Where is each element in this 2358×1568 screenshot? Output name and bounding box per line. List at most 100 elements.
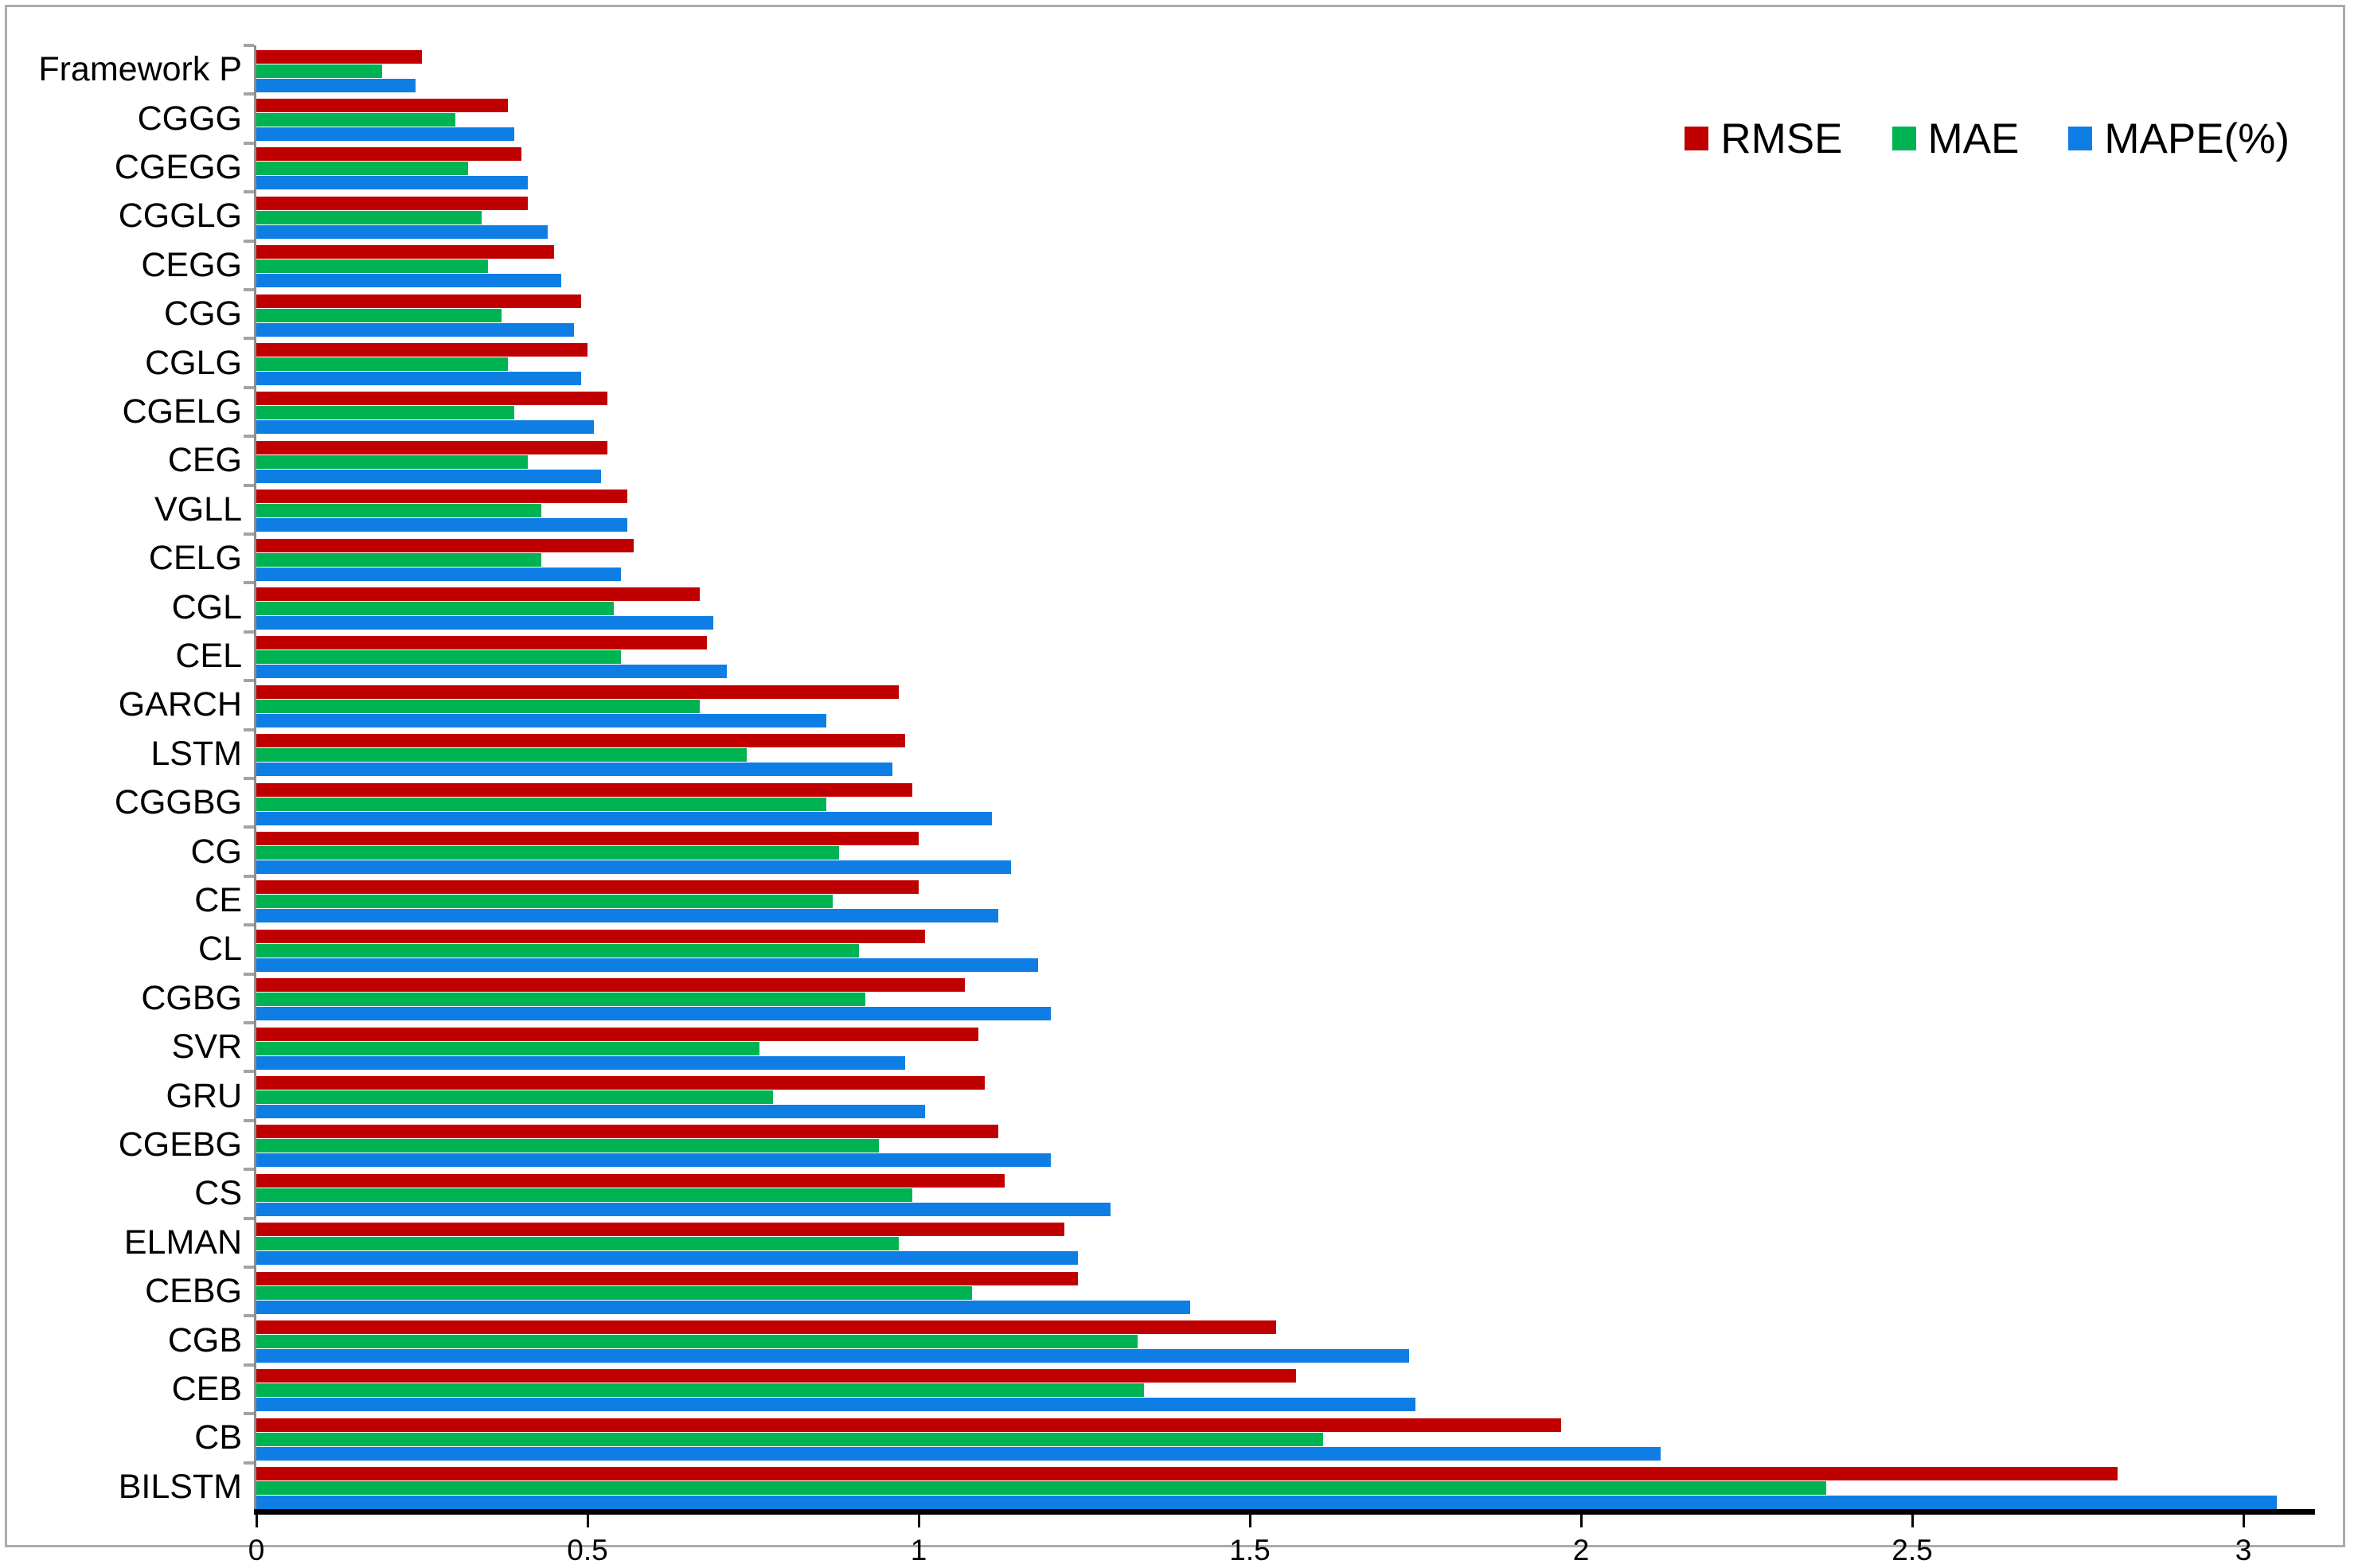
bar-mape-%-svr [256,1055,906,1070]
bar-mae-cgg [256,308,502,322]
bar-rmse-garch [256,685,900,699]
category-boundary-tick [244,1461,254,1465]
bar-rmse-vgll [256,490,627,504]
bar-mae-cggbg [256,797,826,811]
bar-rmse-ce [256,880,919,895]
bar-rmse-cgelg [256,392,607,406]
category-boundary-tick [244,1412,254,1416]
category-boundary-tick [244,435,254,439]
category-boundary-tick [244,1216,254,1220]
bar-mae-ce [256,895,833,909]
bar-mape-%-cggg [256,127,515,141]
category-boundary-tick [244,141,254,145]
y-axis-line [254,45,256,1511]
category-label-cglg: CGLG [145,343,242,382]
category-label-cl: CL [198,930,242,969]
category-boundary-tick [244,581,254,585]
bar-mape-%-cebg [256,1300,1191,1314]
category-label-cebg: CEBG [145,1272,242,1311]
category-boundary-tick [244,1070,254,1074]
category-label-cegg: CEGG [141,245,242,284]
bar-mape-%-cgl [256,615,714,630]
bar-mae-cgebg [256,1139,880,1153]
category-label-cggg: CGGG [137,99,242,138]
x-axis-tick [1911,1515,1914,1527]
category-boundary-tick [244,337,254,341]
x-axis-tick [255,1515,258,1527]
bar-rmse-ceb [256,1369,1297,1383]
x-tick-label-0: 0 [248,1534,265,1566]
bar-rmse-cgbg [256,978,966,993]
category-label-cgglg: CGGLG [118,197,242,236]
bar-mae-gru [256,1090,773,1104]
category-label-cgb: CGB [167,1320,242,1359]
bar-rmse-cg [256,831,919,845]
category-boundary-tick [244,1168,254,1172]
bar-rmse-cggg [256,98,509,112]
category-boundary-tick [244,727,254,731]
bar-mape-%-cgglg [256,224,549,239]
bar-mae-cgglg [256,210,482,224]
category-label-cgbg: CGBG [141,978,242,1017]
bar-rmse-cgebg [256,1125,998,1139]
bar-rmse-cebg [256,1271,1078,1285]
category-boundary-tick [244,630,254,634]
category-boundary-tick [244,44,254,47]
category-label-bilstm: BILSTM [118,1467,242,1506]
bar-mae-cgbg [256,993,866,1007]
bar-rmse-elman [256,1223,1065,1237]
bar-mape-%-framework-p [256,78,416,92]
bar-rmse-cggbg [256,782,912,797]
bar-mae-cel [256,650,621,665]
category-label-framework-p: Framework P [38,50,242,89]
mae-swatch-icon [1891,127,1916,150]
x-tick-label-2-5: 2.5 [1891,1534,1933,1566]
bar-mape-%-cgegg [256,176,529,190]
category-boundary-tick [244,679,254,683]
x-tick-label-3: 3 [2235,1534,2252,1566]
bar-mae-cl [256,943,860,958]
bar-mape-%-elman [256,1251,1078,1266]
bar-rmse-lstm [256,734,906,748]
category-boundary-tick [244,1266,254,1269]
bar-mae-cgb [256,1334,1138,1348]
category-label-garch: GARCH [118,685,242,724]
bar-mape-%-cb [256,1446,1661,1461]
bar-mae-svr [256,1041,760,1055]
bar-mae-cglg [256,357,509,371]
category-label-lstm: LSTM [150,734,242,773]
bar-mae-cg [256,845,840,860]
category-label-ceg: CEG [167,441,242,480]
category-boundary-tick [244,923,254,927]
x-axis-tick [1579,1515,1583,1527]
legend-item-mape: MAPE(%) [2068,118,2290,160]
x-tick-label-1: 1 [910,1534,927,1566]
category-label-gru: GRU [166,1076,242,1115]
bar-mape-%-cs [256,1202,1111,1216]
bar-mape-%-ceb [256,1398,1415,1412]
bar-mape-%-cegg [256,274,561,288]
category-boundary-tick [244,1314,254,1318]
bar-rmse-svr [256,1027,978,1041]
bar-mae-elman [256,1237,900,1251]
legend-label-rmse: RMSE [1720,115,1843,162]
category-label-ceb: CEB [171,1369,242,1408]
bar-mae-cb [256,1432,1323,1446]
category-label-cgegg: CGEGG [114,147,242,186]
x-tick-label-1-5: 1.5 [1229,1534,1271,1566]
bar-mape-%-garch [256,713,826,727]
mape-swatch-icon [2068,127,2093,150]
bar-mape-%-cl [256,958,1038,972]
bar-mape-%-cel [256,665,727,679]
bar-mape-%-cglg [256,371,581,385]
bar-mape-%-lstm [256,763,892,777]
bar-mae-cgegg [256,162,469,176]
category-boundary-tick [244,972,254,976]
bar-rmse-cgl [256,587,701,601]
bar-rmse-ceg [256,440,607,454]
category-boundary-tick [244,825,254,829]
category-label-cgelg: CGELG [122,392,242,431]
legend-item-rmse: RMSE [1685,115,1843,162]
bar-mae-lstm [256,748,747,763]
